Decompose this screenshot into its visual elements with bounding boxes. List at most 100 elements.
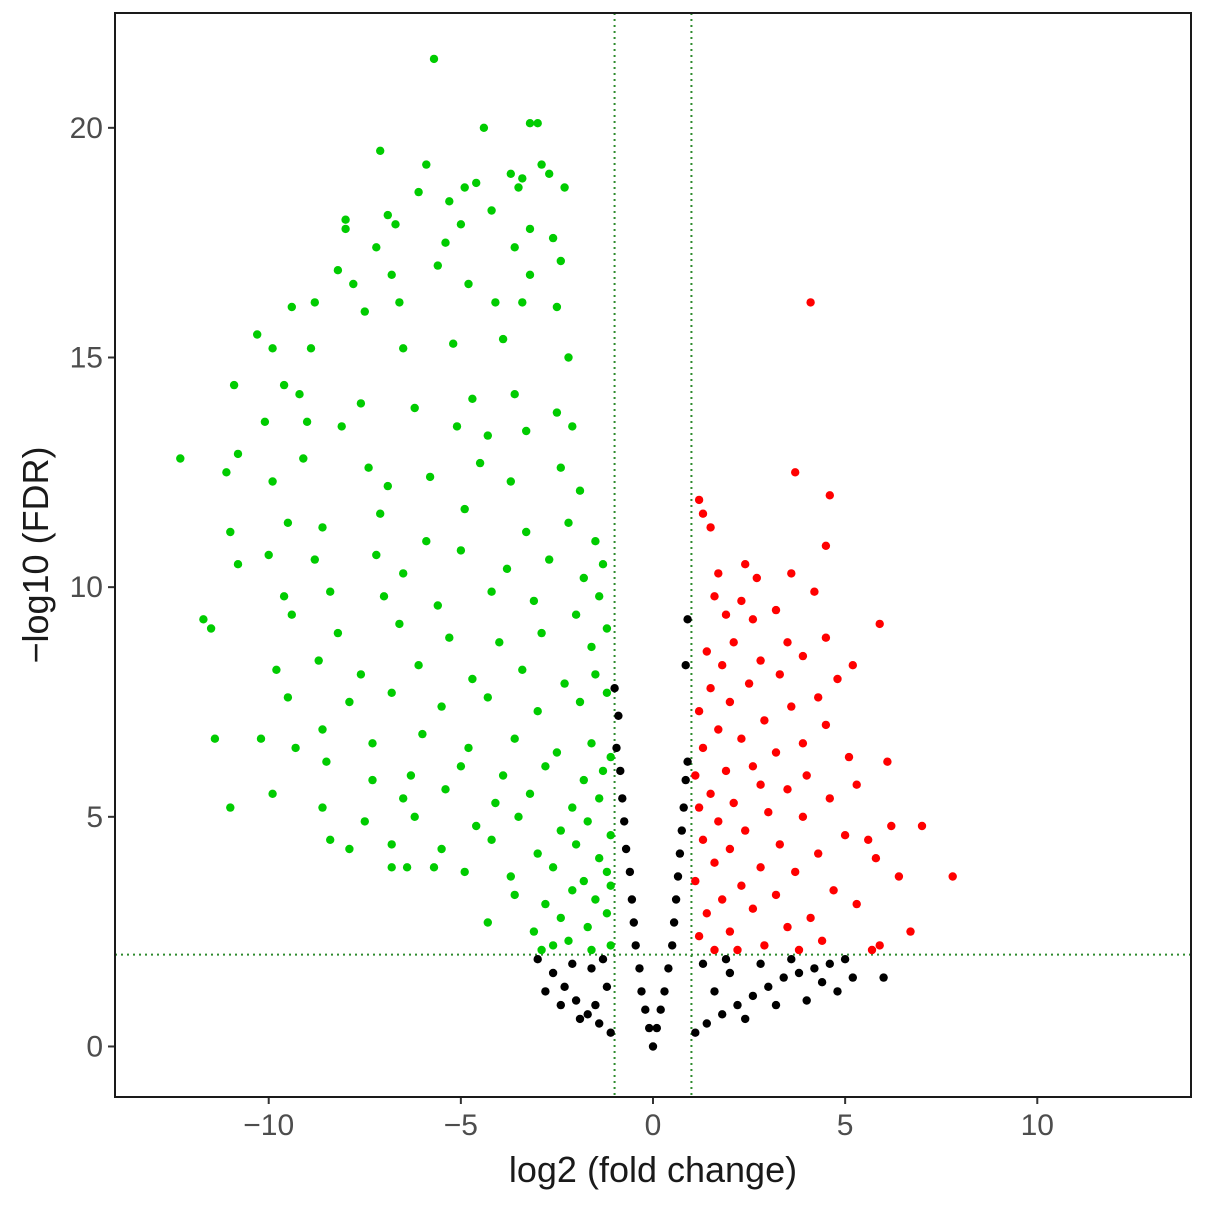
data-point [333, 628, 343, 638]
data-point [595, 592, 604, 601]
data-point [399, 569, 408, 578]
data-point [648, 1042, 658, 1051]
data-point [729, 798, 738, 808]
data-point [706, 684, 715, 693]
data-point [748, 991, 758, 1001]
data-point [556, 913, 565, 923]
data-point [483, 431, 492, 440]
data-point [383, 210, 392, 220]
data-point [226, 527, 235, 537]
x-tick-label: 10 [1021, 1109, 1054, 1142]
data-point [681, 661, 690, 670]
data-point [760, 941, 769, 950]
data-point [627, 895, 637, 904]
data-point [821, 541, 831, 550]
data-point [691, 1028, 700, 1037]
data-point [506, 169, 515, 178]
data-point [725, 697, 735, 707]
data-point [295, 390, 304, 399]
data-point [464, 279, 473, 289]
data-point [345, 844, 354, 854]
data-point [673, 872, 683, 881]
data-point [681, 775, 690, 785]
data-point [587, 964, 596, 973]
data-point [341, 224, 350, 234]
data-point [756, 656, 765, 665]
data-point [817, 936, 827, 945]
data-point [698, 743, 708, 753]
data-point [798, 739, 808, 748]
data-point [783, 922, 792, 932]
data-point [287, 610, 296, 619]
data-point [787, 702, 796, 711]
data-point [771, 1000, 781, 1010]
data-point [760, 716, 769, 725]
data-point [710, 858, 719, 867]
data-point [510, 390, 519, 399]
data-point [560, 183, 569, 192]
data-point [541, 987, 550, 996]
data-point [718, 895, 727, 904]
data-point [840, 831, 850, 840]
data-point [595, 854, 604, 863]
data-point [591, 1000, 600, 1010]
data-point [702, 647, 711, 656]
data-point [721, 610, 731, 619]
data-point [233, 449, 243, 459]
data-point [410, 812, 419, 821]
data-point [268, 344, 277, 353]
data-point [514, 183, 523, 192]
data-point [683, 615, 692, 624]
data-point [737, 596, 746, 606]
data-point [579, 876, 588, 886]
data-point [333, 266, 343, 275]
data-point [741, 560, 750, 569]
data-point [210, 734, 220, 743]
data-point [718, 1010, 727, 1019]
data-point [395, 619, 404, 629]
data-point [683, 757, 692, 766]
data-point [798, 812, 808, 821]
data-point [694, 495, 704, 505]
data-point [522, 426, 531, 436]
data-point [414, 661, 423, 670]
data-point [410, 403, 419, 413]
data-point [529, 596, 539, 606]
data-point [656, 1005, 665, 1014]
data-point [326, 587, 335, 596]
data-point [314, 656, 323, 665]
data-point [498, 334, 508, 344]
data-point [948, 872, 957, 881]
data-point [472, 821, 481, 831]
data-point [848, 661, 857, 670]
data-point [575, 486, 585, 495]
data-point [879, 973, 888, 982]
data-point [541, 762, 550, 771]
data-point [552, 408, 562, 417]
data-point [283, 518, 293, 527]
data-point [433, 601, 442, 610]
x-tick-label: 5 [837, 1109, 854, 1142]
data-point [302, 417, 312, 426]
data-point [414, 187, 423, 197]
data-point [602, 624, 612, 633]
data-point [552, 302, 562, 312]
data-point [345, 697, 354, 707]
data-point [698, 509, 708, 518]
data-point [698, 959, 708, 968]
data-point [606, 941, 615, 950]
data-point [571, 840, 581, 849]
data-point [579, 775, 588, 785]
data-point [702, 1019, 711, 1028]
data-point [810, 587, 819, 596]
data-point [787, 569, 796, 578]
data-point [299, 454, 308, 463]
data-point [456, 762, 466, 771]
data-point [848, 973, 857, 982]
data-point [867, 945, 877, 955]
data-point [510, 890, 519, 900]
data-point [399, 344, 408, 353]
data-point [756, 780, 765, 789]
data-point [525, 270, 535, 279]
data-point [229, 380, 239, 390]
